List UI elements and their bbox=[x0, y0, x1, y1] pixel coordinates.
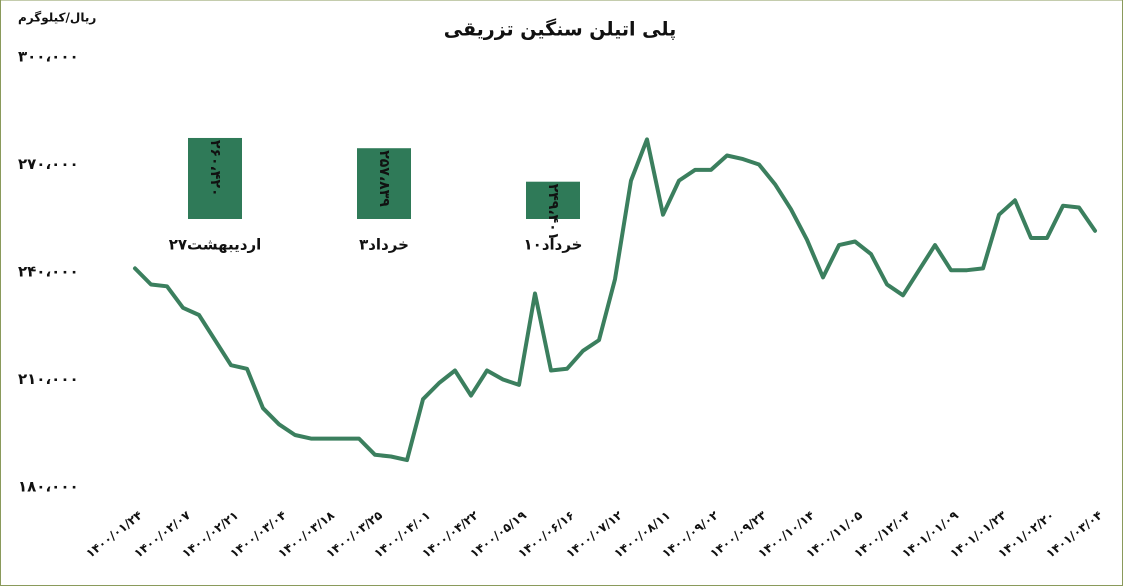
bar-value-label: ۲۴۹،۴۰۱ bbox=[545, 184, 561, 241]
y-tick-label: ۲۱۰،۰۰۰ bbox=[18, 370, 79, 388]
bar bbox=[526, 181, 580, 219]
y-tick-label: ۲۷۰،۰۰۰ bbox=[18, 155, 79, 173]
line-series bbox=[133, 137, 1097, 463]
bar-value-label: ۲۶۰،۴۲۰ bbox=[207, 140, 223, 197]
y-tick-label: ۱۸۰،۰۰۰ bbox=[18, 478, 79, 496]
bar-category-label: ۳خرداد bbox=[359, 236, 409, 254]
bar-value-label: ۲۵۷،۸۳۹ bbox=[376, 150, 392, 207]
y-tick-label: ۳۰۰،۰۰۰ bbox=[18, 48, 79, 66]
bar-category-label: ۱۰خرداد bbox=[524, 236, 583, 254]
bar-category-label: ۲۷اردیبهشت bbox=[169, 236, 262, 254]
bar bbox=[357, 148, 411, 219]
chart-title: پلی اتیلن سنگین تزریقی bbox=[444, 18, 676, 41]
bar bbox=[188, 137, 242, 219]
y-tick-label: ۲۴۰،۰۰۰ bbox=[18, 263, 79, 281]
y-axis-label: ریال/کیلوگرم bbox=[18, 11, 96, 26]
